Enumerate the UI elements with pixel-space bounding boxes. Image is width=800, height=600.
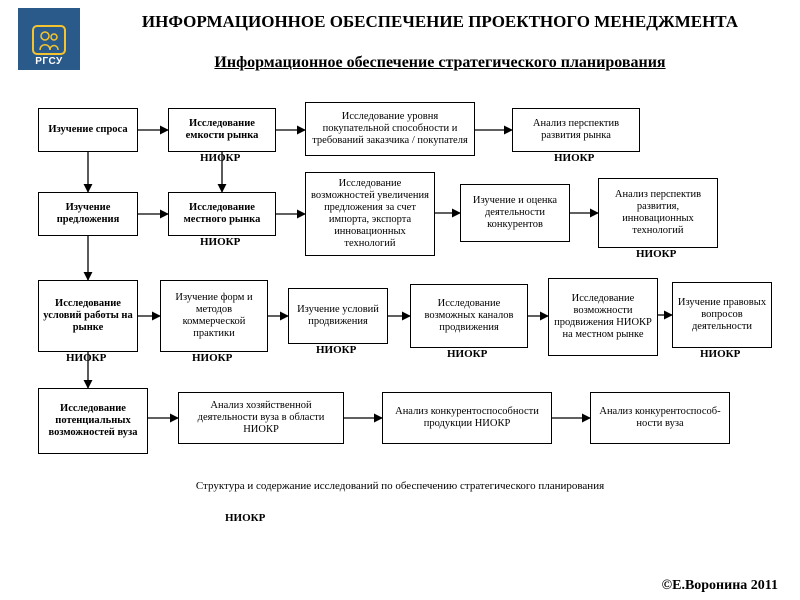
niokr-label: НИОКР bbox=[200, 236, 240, 248]
niokr-label: НИОКР bbox=[316, 344, 356, 356]
flow-node-r3c5: Исследование возможности продвижения НИО… bbox=[548, 278, 658, 356]
page-title: ИНФОРМАЦИОННОЕ ОБЕСПЕЧЕНИЕ ПРОЕКТНОГО МЕ… bbox=[120, 12, 760, 32]
niokr-label: НИОКР bbox=[700, 348, 740, 360]
niokr-label: НИОКР bbox=[192, 352, 232, 364]
flow-node-r4c3: Анализ конкурентоспособности продукции Н… bbox=[382, 392, 552, 444]
flow-node-r2c2: Исследование местного рынка bbox=[168, 192, 276, 236]
flow-node-r3c4: Исследование возможных каналов продвижен… bbox=[410, 284, 528, 348]
logo-text: РГСУ bbox=[35, 56, 63, 67]
niokr-label: НИОКР bbox=[200, 152, 240, 164]
flow-node-r2c1: Изучение предложения bbox=[38, 192, 138, 236]
flow-node-r4c2: Анализ хозяйственной деятельности вуза в… bbox=[178, 392, 344, 444]
flow-node-r1c2: Исследование емкости рынка bbox=[168, 108, 276, 152]
flow-node-r1c4: Анализ перспектив развития рынка bbox=[512, 108, 640, 152]
flow-node-r2c3: Исследование возможностей увеличения пре… bbox=[305, 172, 435, 256]
niokr-label: НИОКР bbox=[66, 352, 106, 364]
footer-copyright: ©Е.Воронина 2011 bbox=[662, 578, 778, 594]
page-subtitle: Информационное обеспечение стратегическо… bbox=[120, 54, 760, 72]
flowchart: Изучение спроса Исследование емкости рынк… bbox=[20, 100, 780, 550]
niokr-label: НИОКР bbox=[447, 348, 487, 360]
people-icon bbox=[31, 24, 67, 56]
flow-node-r2c5: Анализ перспектив развития, инновационны… bbox=[598, 178, 718, 248]
flow-node-r3c1: Исследование условий работы на рынке bbox=[38, 280, 138, 352]
flow-node-r3c3: Изучение условий продвижения bbox=[288, 288, 388, 344]
flow-node-r4c4: Анализ конкурентоспособ-ности вуза bbox=[590, 392, 730, 444]
logo: РГСУ bbox=[18, 8, 80, 70]
niokr-label: НИОКР bbox=[636, 248, 676, 260]
niokr-label: НИОКР bbox=[554, 152, 594, 164]
flow-node-r2c4: Изучение и оценка деятельности конкурент… bbox=[460, 184, 570, 242]
flow-node-r1c3: Исследование уровня покупательной способ… bbox=[305, 102, 475, 156]
flow-node-r1c1: Изучение спроса bbox=[38, 108, 138, 152]
niokr-label-standalone: НИОКР bbox=[225, 512, 265, 524]
flow-node-r3c2: Изучение форм и методов коммерческой пра… bbox=[160, 280, 268, 352]
flow-node-r4c1: Исследование потенциальных возможностей … bbox=[38, 388, 148, 454]
flow-node-r3c6: Изучение правовых вопросов деятельности bbox=[672, 282, 772, 348]
diagram-caption: Структура и содержание исследований по о… bbox=[140, 480, 660, 492]
